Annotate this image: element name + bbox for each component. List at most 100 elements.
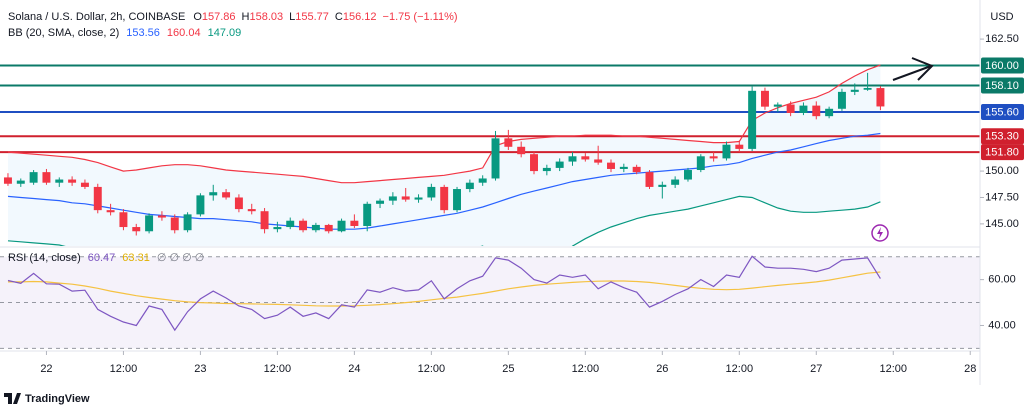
legend-value: 153.56 <box>126 27 160 39</box>
candle-body <box>850 89 859 92</box>
y-tick-label: 150.00 <box>985 165 1019 177</box>
ohlc-key: H <box>242 11 250 23</box>
candle-body <box>93 186 102 211</box>
candle-body <box>286 220 295 228</box>
y-tick-label: 162.50 <box>985 33 1019 45</box>
candle-body <box>132 227 141 232</box>
candle-body <box>825 108 834 117</box>
level-tag-label: 160.00 <box>985 60 1019 72</box>
level-tag-label: 155.60 <box>985 106 1019 118</box>
arrow-annotation <box>892 57 934 81</box>
x-tick-label: 22 <box>40 363 52 375</box>
candle-body <box>696 156 705 171</box>
ohlc-key: C <box>335 11 343 23</box>
change: −1.75 (−1.11%) <box>383 11 458 23</box>
header-line: Solana / U.S. Dollar, 2h, COINBASE O157.8… <box>8 11 458 23</box>
event-icon <box>871 224 889 242</box>
candle-body <box>812 105 821 117</box>
candle-body <box>324 224 333 232</box>
ohlc-value: 158.03 <box>249 11 283 23</box>
candle-body <box>517 146 526 155</box>
x-tick-label: 12:00 <box>726 363 754 375</box>
x-tick-label: 12:00 <box>418 363 446 375</box>
candle-body <box>440 186 449 211</box>
candle-body <box>465 182 474 190</box>
candle-body <box>247 209 256 212</box>
candle-body <box>196 195 205 215</box>
candle-body <box>55 179 64 183</box>
axes: 162.50 150.00 147.50 145.00 60.00 40.00 160.00… <box>40 33 1024 375</box>
candle-body <box>619 166 628 169</box>
candle-body <box>170 217 179 231</box>
bb-label: BB (20, SMA, close, 2) <box>8 27 119 39</box>
bb-basis <box>7 132 881 230</box>
band-fill <box>8 65 881 246</box>
candle-body <box>16 180 25 184</box>
candle-body <box>491 138 500 179</box>
x-tick-label: 12:00 <box>572 363 600 375</box>
x-tick-label: 24 <box>348 363 360 375</box>
candle-body <box>799 105 808 113</box>
x-tick-label: 23 <box>194 363 206 375</box>
candle-body <box>183 214 192 231</box>
candle-body <box>42 172 51 183</box>
bb-lower <box>7 195 881 246</box>
x-tick-label: 27 <box>810 363 822 375</box>
rsi-legend: RSI (14, close) 60.47 63.31 ∅ ∅ ∅ ∅ <box>8 252 204 264</box>
candle-body <box>632 166 641 173</box>
candle-body <box>80 182 89 187</box>
candle-body <box>555 161 564 168</box>
candle-body <box>68 179 77 183</box>
level-tag <box>981 57 1024 74</box>
candle-body <box>876 88 885 107</box>
legend-value: 60.47 <box>88 252 116 264</box>
symbol: Solana / U.S. Dollar, 2h, COINBASE <box>8 11 185 23</box>
rsi-y-tick-label: 60.00 <box>988 274 1016 286</box>
rsi-label: RSI (14, close) <box>8 252 81 264</box>
candle-body <box>401 196 410 200</box>
candle-body <box>3 177 12 184</box>
candle-body <box>786 104 795 113</box>
candle-body <box>478 178 487 183</box>
candle-body <box>29 172 38 183</box>
candle-body <box>722 144 731 159</box>
candle-body <box>209 192 218 196</box>
x-tick-label: 12:00 <box>879 363 907 375</box>
x-tick-label: 25 <box>502 363 514 375</box>
candle-body <box>683 170 692 180</box>
candle-body <box>414 197 423 200</box>
candle-body <box>453 189 462 211</box>
rsi-pane <box>0 255 980 349</box>
brand-logo <box>4 393 21 404</box>
level-tag <box>981 144 1024 161</box>
candle-body <box>773 104 782 107</box>
candle-body <box>568 156 577 162</box>
x-tick-label: 12:00 <box>264 363 292 375</box>
candle-body <box>645 172 654 187</box>
candle-body <box>145 215 154 232</box>
ohlc-value: 155.77 <box>295 11 329 23</box>
bb-legend: BB (20, SMA, close, 2) 153.56 160.04 147.09 <box>8 27 241 39</box>
candle-body <box>863 87 872 90</box>
level-tag <box>981 128 1024 145</box>
candle-body <box>273 227 282 230</box>
candle-body <box>260 211 269 230</box>
candle-body <box>388 196 397 201</box>
level-tag-label: 151.80 <box>985 146 1019 158</box>
x-tick-label: 26 <box>656 363 668 375</box>
ohlc-value: 156.12 <box>343 11 377 23</box>
candle-body <box>119 212 128 228</box>
candle-body <box>658 184 667 187</box>
ohlc-key: O <box>193 11 202 23</box>
candle-body <box>709 156 718 159</box>
candle-body <box>427 186 436 198</box>
candle-body <box>504 138 513 147</box>
price-pane <box>0 64 980 246</box>
candle-body <box>607 162 615 169</box>
currency: USD <box>990 11 1013 23</box>
rsi-y-tick-label: 40.00 <box>988 319 1016 331</box>
candle-body <box>234 197 243 210</box>
rsi-line <box>7 255 881 332</box>
legend-value: ∅ ∅ ∅ ∅ <box>157 252 205 264</box>
